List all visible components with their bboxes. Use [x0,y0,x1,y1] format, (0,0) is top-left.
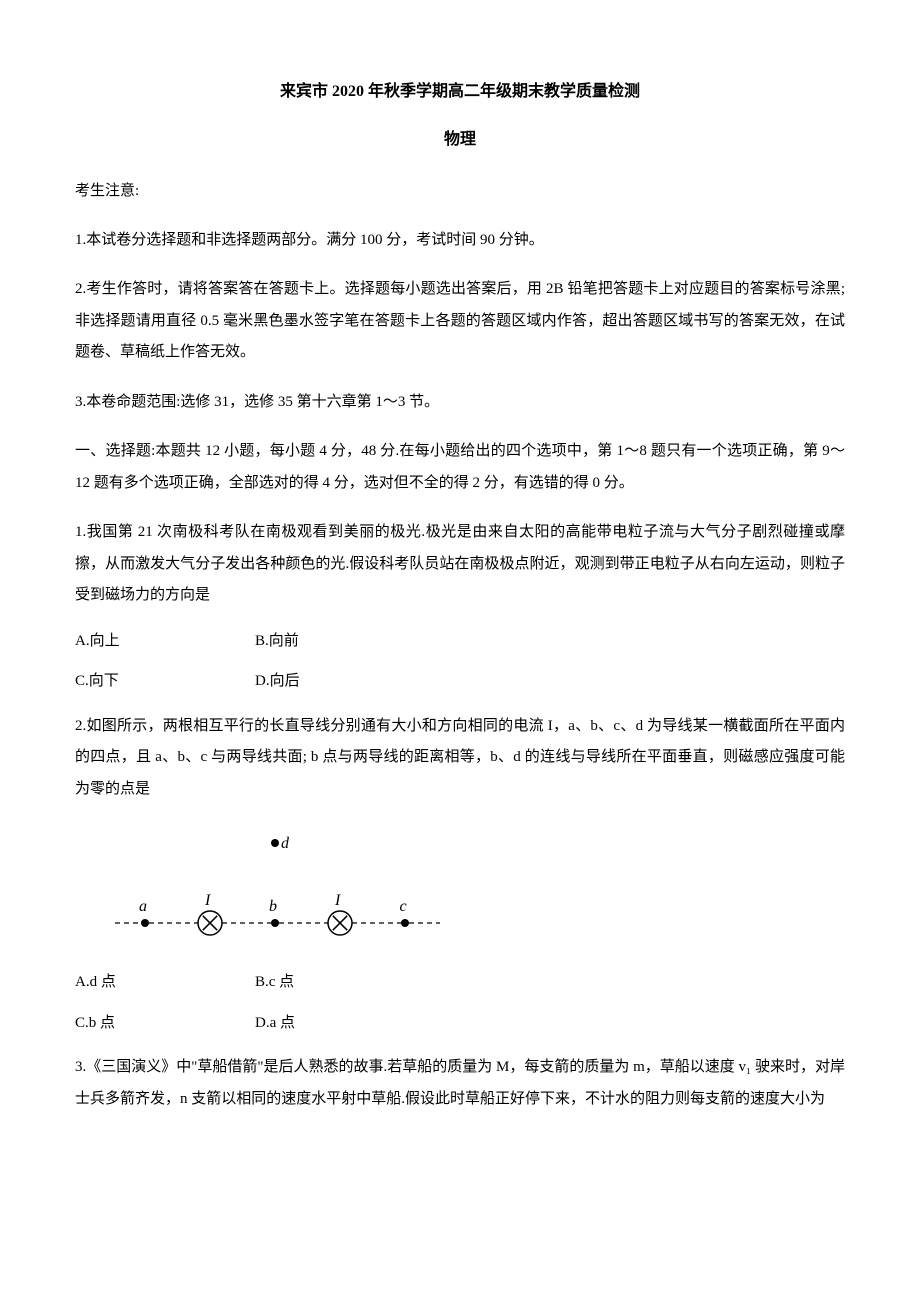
option-1b: B.向前 [255,630,435,653]
notice-item-2: 2.考生作答时，请将答案答在答题卡上。选择题每小题选出答案后，用 2B 铅笔把答… [75,274,845,369]
question-2-diagram: I Ia b c d [105,823,845,953]
svg-text:d: d [281,835,290,852]
question-1-options-row-1: A.向上 B.向前 [75,630,845,653]
option-2b: B.c 点 [255,971,435,994]
svg-text:c: c [399,898,406,915]
option-1a: A.向上 [75,630,255,653]
option-1c: C.向下 [75,670,255,693]
option-2a: A.d 点 [75,971,255,994]
notice-heading: 考生注意: [75,180,845,203]
option-2d: D.a 点 [255,1012,435,1035]
question-1-options-row-2: C.向下 D.向后 [75,670,845,693]
question-1-text: 1.我国第 21 次南极科考队在南极观看到美丽的极光.极光是由来自太阳的高能带电… [75,517,845,612]
question-2-options-row-1: A.d 点 B.c 点 [75,971,845,994]
option-1d: D.向后 [255,670,435,693]
section-heading: 一、选择题:本题共 12 小题，每小题 4 分，48 分.在每小题给出的四个选项… [75,436,845,499]
question-2-text: 2.如图所示，两根相互平行的长直导线分别通有大小和方向相同的电流 I，a、b、c… [75,711,845,806]
exam-title: 来宾市 2020 年秋季学期高二年级期末教学质量检测 [75,80,845,104]
option-2c: C.b 点 [75,1012,255,1035]
question-2-options-row-2: C.b 点 D.a 点 [75,1012,845,1035]
notice-item-3: 3.本卷命题范围:选修 31，选修 35 第十六章第 1～3 节。 [75,387,845,419]
svg-text:a: a [139,898,147,915]
question-3-text: 3.《三国演义》中"草船借箭"是后人熟悉的故事.若草船的质量为 M，每支箭的质量… [75,1052,845,1115]
svg-text:I: I [334,892,341,909]
svg-text:I: I [204,892,211,909]
exam-subject: 物理 [75,128,845,152]
svg-text:b: b [269,898,277,915]
notice-item-1: 1.本试卷分选择题和非选择题两部分。满分 100 分，考试时间 90 分钟。 [75,225,845,257]
